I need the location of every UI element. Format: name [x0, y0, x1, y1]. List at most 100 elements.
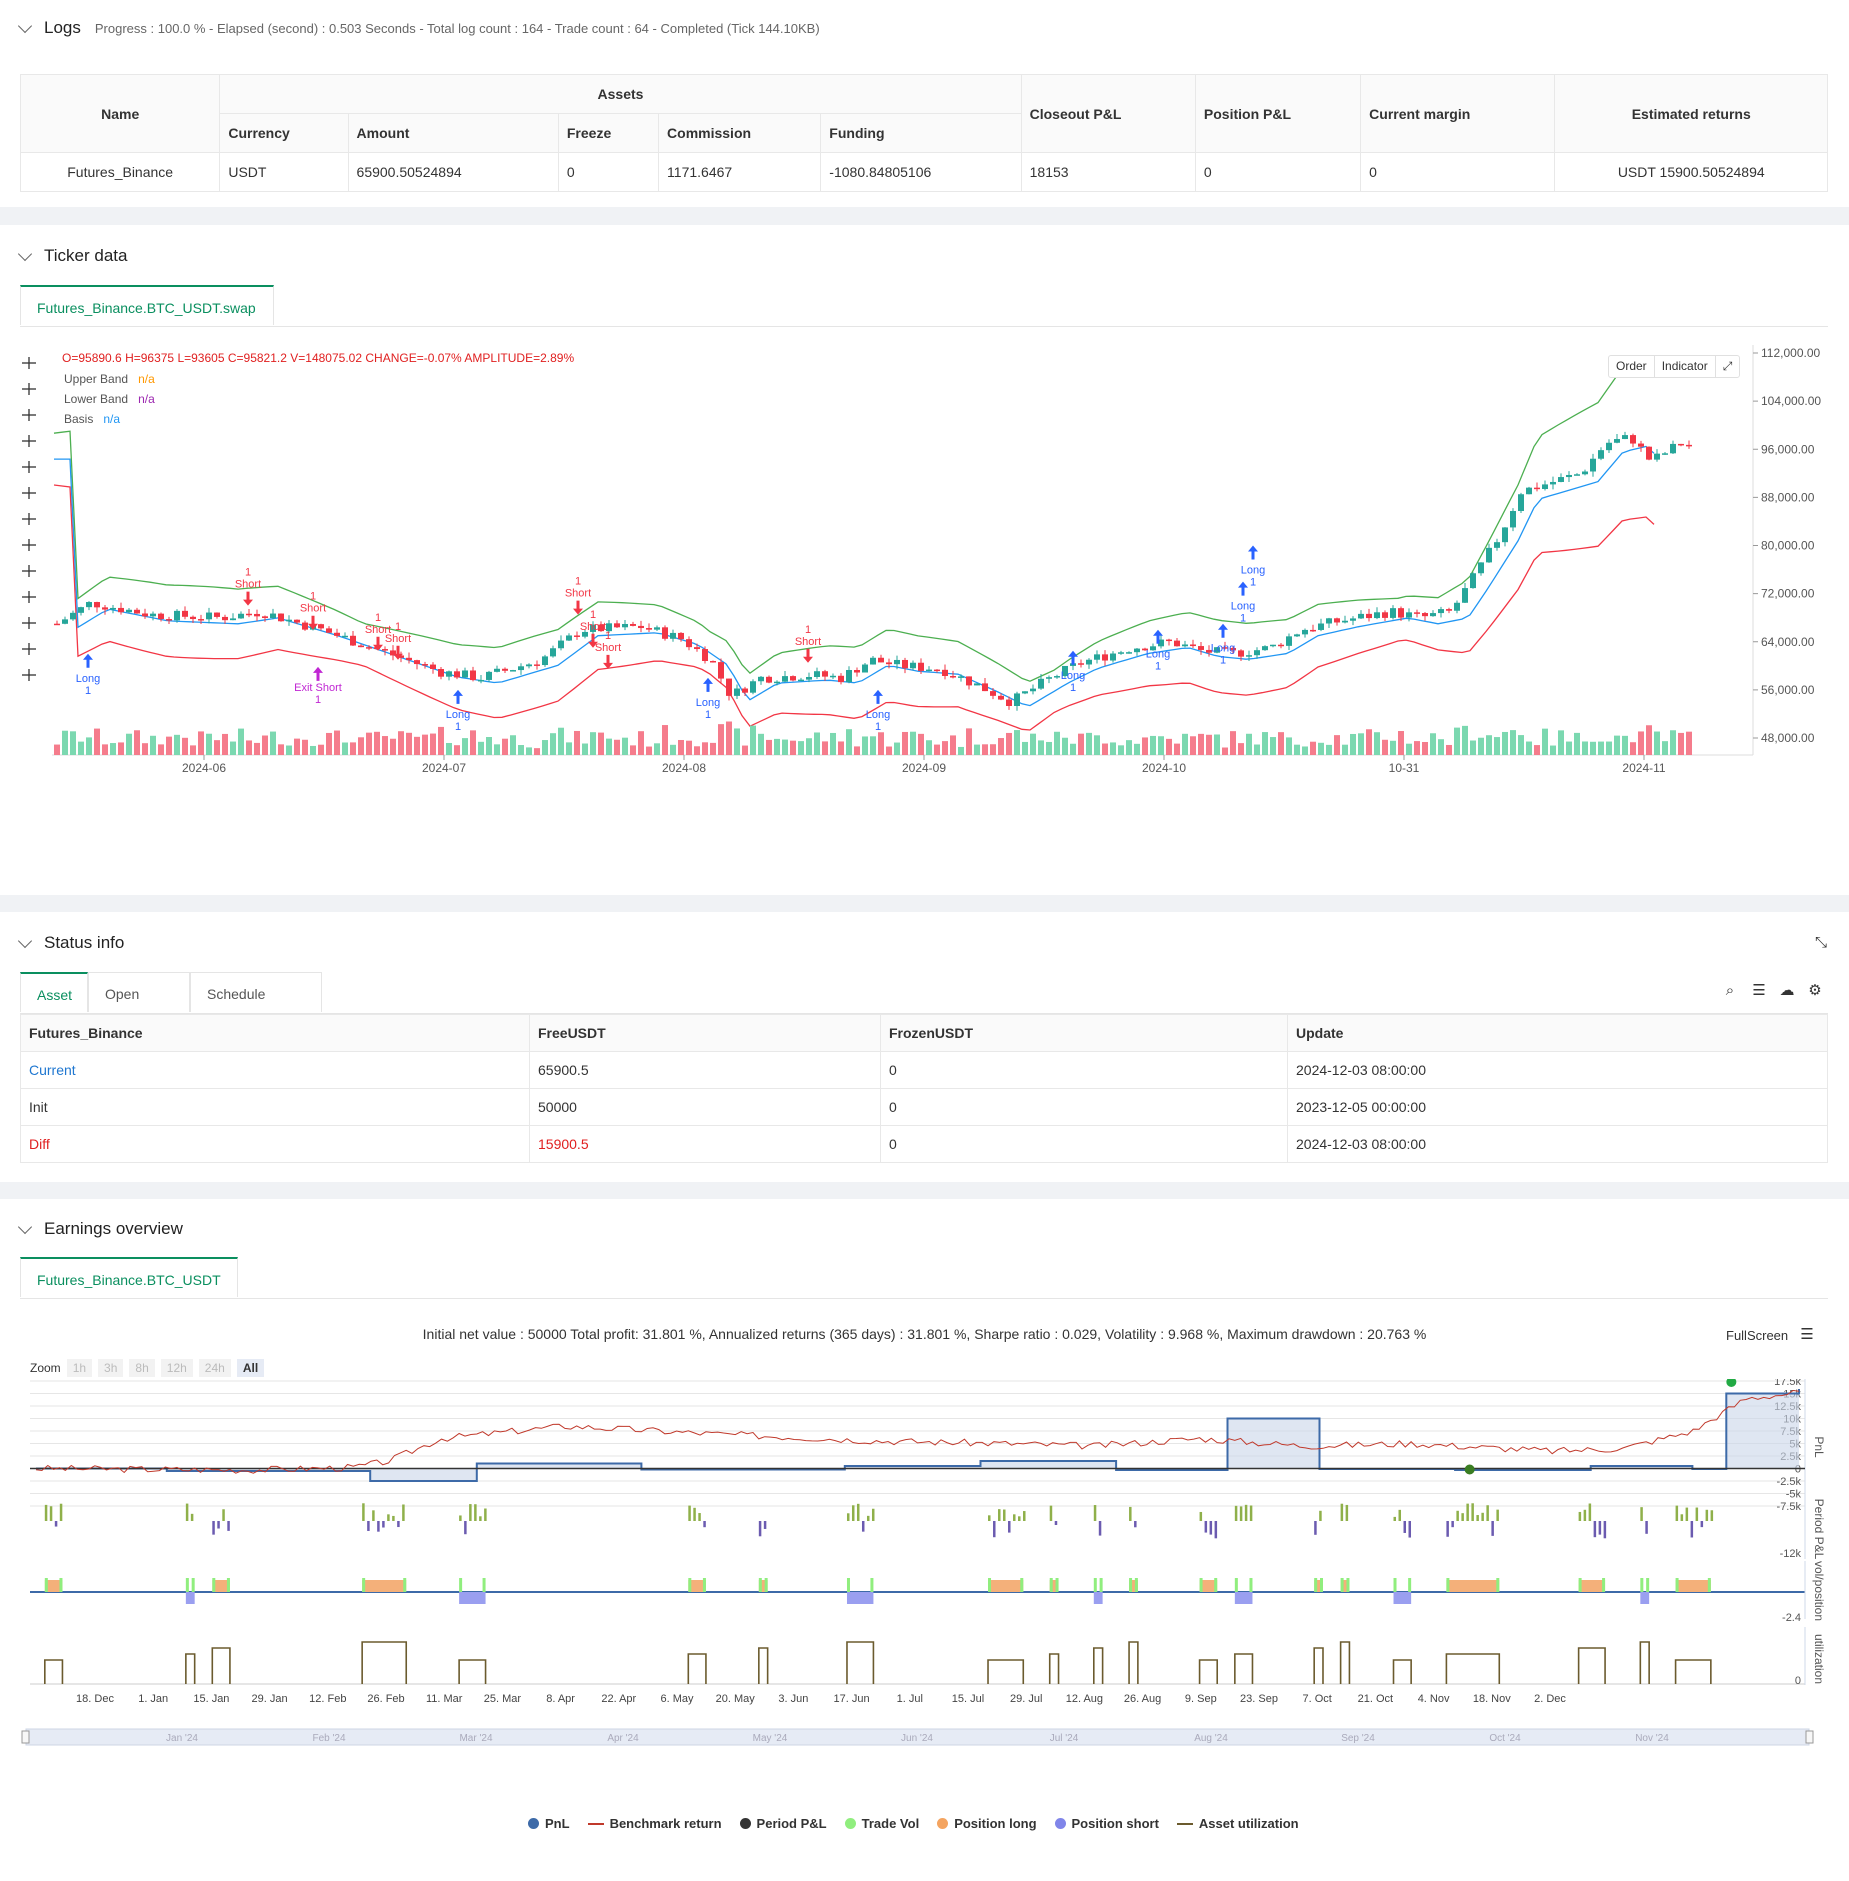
earnings-svg: 17.5k15k12.5k10k7.5k5k2.5k0-2.5k-5k-7.5k… — [21, 1376, 1826, 1746]
candle-body — [54, 623, 60, 626]
candle-body — [222, 616, 228, 621]
candle-body — [686, 639, 692, 648]
earnings-tabs: Futures_Binance.BTC_USDT — [20, 1257, 1828, 1299]
col-commission: Commission — [658, 113, 822, 153]
cell-free: 65900.5 — [529, 1051, 881, 1089]
candle-body — [446, 671, 452, 677]
trade-vol-bar — [1640, 1578, 1644, 1592]
zoom-12h[interactable]: 12h — [160, 1359, 193, 1377]
candle-body — [838, 675, 844, 683]
period-tick-label: -12k — [1780, 1548, 1802, 1560]
trade-vol-bar — [1055, 1578, 1059, 1592]
trade-vol-bar — [185, 1578, 189, 1592]
volume-bar — [502, 738, 508, 755]
zoom-24h[interactable]: 24h — [198, 1359, 231, 1377]
period-pnl-bar — [372, 1510, 375, 1521]
nav-tick-label: Oct '24 — [1489, 1733, 1521, 1744]
trade-vol-bar — [1408, 1578, 1412, 1592]
legend-item[interactable]: PnL — [528, 1816, 570, 1831]
long-signal-qty: 1 — [875, 721, 881, 733]
candle-body — [414, 660, 420, 665]
period-pnl-bar — [1129, 1506, 1132, 1521]
vol-tick-label: -2.4 — [1782, 1612, 1801, 1624]
indicator-button[interactable]: Indicator — [1655, 356, 1716, 377]
candle-body — [1214, 647, 1220, 653]
period-pnl-bar — [222, 1509, 225, 1521]
price-tick-label: 104,000.00 — [1761, 394, 1821, 408]
ticker-header[interactable]: Ticker data — [17, 246, 127, 266]
trade-vol-bar — [403, 1578, 407, 1592]
period-pnl-bar — [1491, 1521, 1494, 1536]
short-arrow-icon — [588, 633, 598, 648]
trade-vol-bar — [1446, 1578, 1450, 1592]
exit-short-arrow-icon — [313, 666, 323, 681]
candle-body — [1006, 699, 1012, 706]
menu-icon[interactable]: ☰ — [1800, 1326, 1814, 1343]
volume-bar — [1118, 745, 1124, 755]
zoom-all[interactable]: All — [236, 1359, 265, 1377]
utilization-step — [846, 1641, 875, 1684]
period-pnl-bar — [1209, 1521, 1213, 1535]
legend-item[interactable]: Trade Vol — [844, 1816, 919, 1831]
table-row: Init 50000 0 2023-12-05 00:00:00 — [20, 1088, 1828, 1126]
candle-body — [926, 669, 932, 672]
earnings-chart[interactable]: 17.5k15k12.5k10k7.5k5k2.5k0-2.5k-5k-7.5k… — [0, 1376, 1849, 1849]
zoom-1h[interactable]: 1h — [66, 1359, 93, 1377]
expand-icon[interactable]: ⤢ — [1722, 359, 1733, 373]
utilization-step — [1048, 1653, 1060, 1684]
tab-open-orders[interactable]: Open orders — [88, 972, 190, 1044]
cell-margin: 0 — [1360, 152, 1556, 192]
short-signal-label: Short — [595, 642, 621, 654]
legend-item[interactable]: Benchmark return — [587, 1816, 722, 1831]
legend-item[interactable]: Position long — [937, 1816, 1037, 1831]
period-pnl-bar — [1093, 1505, 1097, 1521]
volume-bar — [174, 734, 180, 755]
zoom-3h[interactable]: 3h — [98, 1359, 124, 1377]
gear-icon[interactable]: ⚙ — [1808, 982, 1822, 999]
volume-bar — [254, 742, 260, 755]
trade-vol-bar — [1099, 1578, 1103, 1592]
price-tick-label: 56,000.00 — [1761, 683, 1815, 697]
candle-body — [894, 659, 900, 665]
candle-body — [1150, 646, 1156, 651]
list-icon[interactable]: ☰ — [1752, 982, 1766, 999]
tab-schedule-orders[interactable]: Schedule orders — [190, 972, 322, 1044]
volume-bar — [974, 744, 980, 755]
trade-vol-bar — [1234, 1578, 1238, 1592]
candle-body — [1598, 450, 1604, 459]
candle-body — [766, 676, 772, 683]
period-pnl-bar — [1239, 1506, 1243, 1521]
tab-btc-usdt[interactable]: Futures_Binance.BTC_USDT — [20, 1257, 238, 1297]
zoom-8h[interactable]: 8h — [129, 1359, 155, 1377]
volume-bar — [142, 743, 148, 755]
search-icon[interactable]: ⌕ — [1725, 982, 1735, 999]
period-pnl-bar — [993, 1521, 996, 1538]
status-header[interactable]: Status info — [17, 933, 124, 953]
volume-bar — [1590, 741, 1596, 755]
trade-vol-bar — [1319, 1578, 1323, 1592]
logs-header[interactable]: Logs Progress : 100.0 % - Elapsed (secon… — [17, 18, 820, 38]
volume-bar — [1406, 743, 1412, 755]
legend-item[interactable]: Position short — [1054, 1816, 1159, 1831]
tab-asset[interactable]: Asset — [20, 972, 88, 1012]
tab-btc-usdt-swap[interactable]: Futures_Binance.BTC_USDT.swap — [20, 285, 274, 325]
candlestick-chart[interactable]: 112,000.00 104,000.00 96,000.00 88,000.00 80… — [18, 345, 1848, 895]
collapse-icon[interactable]: ⤡ — [1814, 934, 1827, 951]
short-signal-label: Short — [385, 633, 411, 645]
order-button[interactable]: Order — [1609, 356, 1655, 377]
cloud-download-icon[interactable]: ☁ — [1779, 982, 1795, 999]
chevron-down-icon — [17, 933, 33, 948]
legend-item[interactable]: Asset utilization — [1176, 1816, 1299, 1831]
trade-vol-bar — [59, 1578, 63, 1592]
position-short-bar — [1234, 1592, 1253, 1604]
earnings-header[interactable]: Earnings overview — [17, 1219, 183, 1239]
fullscreen-button[interactable]: FullScreen — [1726, 1328, 1789, 1343]
cell-free: 15900.5 — [529, 1125, 881, 1163]
legend-item[interactable]: Period P&L — [739, 1816, 827, 1831]
cell-free: 50000 — [529, 1088, 881, 1126]
time-tick-label: 20. May — [716, 1693, 756, 1705]
row-label-current[interactable]: Current — [20, 1051, 530, 1089]
cell-commission: 1171.6467 — [658, 152, 822, 192]
candle-body — [1510, 511, 1516, 528]
period-pnl-bar — [402, 1504, 405, 1521]
